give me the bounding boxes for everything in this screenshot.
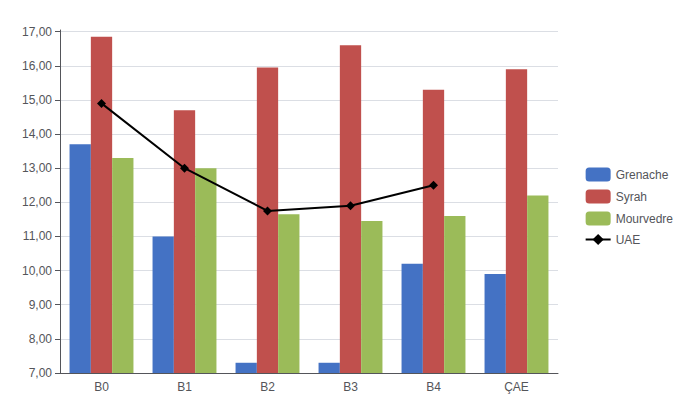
svg-text:Syrah: Syrah bbox=[616, 190, 647, 204]
svg-text:B3: B3 bbox=[343, 380, 358, 394]
svg-text:B4: B4 bbox=[426, 380, 441, 394]
svg-text:8,00: 8,00 bbox=[29, 332, 53, 346]
svg-text:UAE: UAE bbox=[616, 233, 641, 247]
svg-text:16,00: 16,00 bbox=[22, 59, 52, 73]
svg-text:ÇAE: ÇAE bbox=[504, 380, 529, 394]
svg-text:B0: B0 bbox=[94, 380, 109, 394]
svg-text:B1: B1 bbox=[177, 380, 192, 394]
svg-text:Mourvedre: Mourvedre bbox=[616, 212, 674, 226]
svg-text:10,00: 10,00 bbox=[22, 264, 52, 278]
svg-text:7,00: 7,00 bbox=[29, 366, 53, 380]
svg-text:B2: B2 bbox=[260, 380, 275, 394]
svg-text:13,00: 13,00 bbox=[22, 161, 52, 175]
svg-text:Grenache: Grenache bbox=[616, 168, 669, 182]
svg-text:11,00: 11,00 bbox=[23, 229, 52, 243]
svg-text:12,00: 12,00 bbox=[22, 195, 52, 209]
svg-text:17,00: 17,00 bbox=[22, 25, 52, 39]
svg-text:9,00: 9,00 bbox=[29, 298, 53, 312]
svg-text:15,00: 15,00 bbox=[22, 93, 52, 107]
svg-text:14,00: 14,00 bbox=[22, 127, 52, 141]
